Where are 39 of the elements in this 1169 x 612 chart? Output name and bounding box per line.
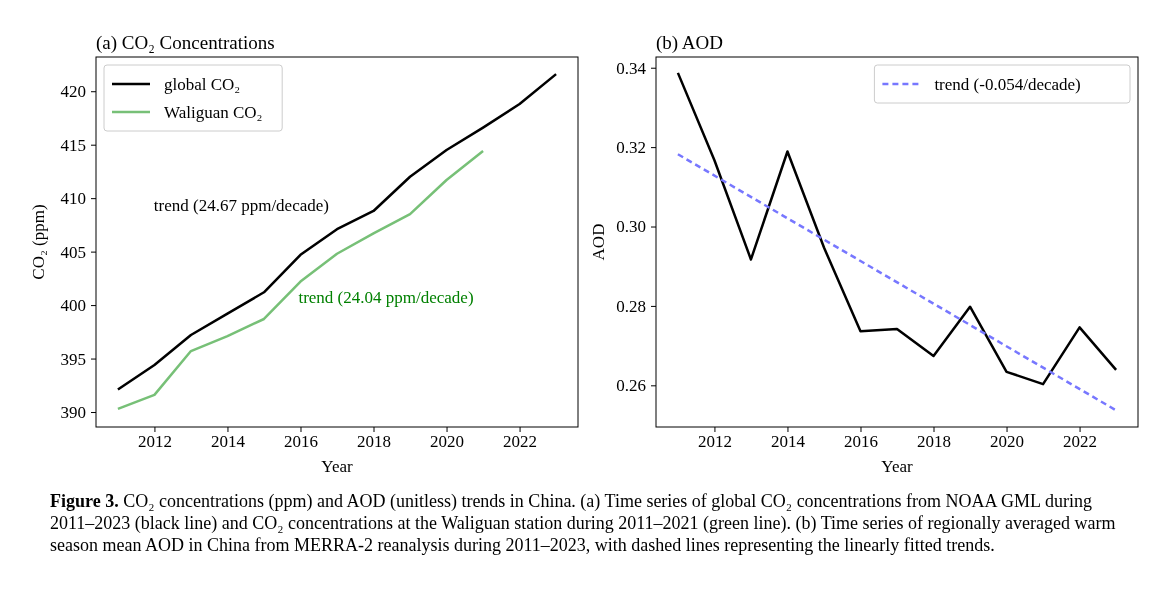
line-series: [116, 149, 485, 411]
y-tick-label: 0.26: [616, 376, 646, 396]
y-tick-label: 405: [60, 242, 86, 262]
y-tick-label: 0.32: [616, 138, 646, 158]
x-tick-label: 2022: [1063, 432, 1098, 452]
y-tick-label: 0.28: [616, 296, 646, 316]
x-tick-label: 2018: [917, 432, 952, 452]
line-series: [676, 71, 1118, 386]
y-tick-label: 0.34: [616, 58, 647, 78]
x-tick-label: 2020: [990, 432, 1025, 452]
y-axis-title: AOD: [589, 223, 608, 261]
x-axis-title: Year: [881, 457, 913, 476]
y-tick-label: 395: [60, 349, 86, 369]
y-axis-title: CO₂ (ppm): [29, 204, 48, 280]
x-tick-label: 2012: [697, 432, 732, 452]
caption: Figure 3. CO₂ concentrations (ppm) and AOD (unitless) trends in China. (a) Time series of global CO₂ concentrations from NOAA GML during 2011–2023 (black line) and CO₂ concentrations at the Waliguan station during 2011–2021 (green line). (b) Time series of regionally averaged warm season mean AOD in China from MERRA-2 reanalysis during 2011–2023, with dashed lines representing the linearly fitted trends.: [50, 491, 1116, 555]
y-tick-label: 410: [60, 189, 86, 209]
x-tick-label: 2014: [770, 432, 806, 452]
x-tick-label: 2022: [503, 432, 538, 452]
annotation: trend (24.67 ppm/decade): [153, 195, 329, 215]
y-tick-label: 415: [60, 135, 86, 155]
x-tick-label: 2018: [357, 432, 392, 452]
x-axis-title: Year: [321, 457, 353, 476]
x-tick-label: 2014: [210, 432, 246, 452]
y-tick-label: 0.30: [616, 217, 646, 237]
legend-label: trend (-0.054/decade): [934, 74, 1081, 94]
line-series: [116, 72, 558, 391]
chart-title: (b) AOD: [656, 32, 724, 54]
y-tick-label: 400: [60, 296, 86, 316]
x-tick-label: 2012: [137, 432, 172, 452]
legend-label: Waliguan CO₂: [164, 102, 263, 122]
x-tick-label: 2016: [843, 432, 878, 452]
y-tick-label: 390: [60, 402, 86, 422]
legend-label: global CO₂: [164, 74, 241, 94]
annotation: trend (24.04 ppm/decade): [298, 288, 474, 308]
chart-title: (a) CO₂ Concentrations: [96, 32, 275, 54]
x-tick-label: 2016: [283, 432, 318, 452]
y-tick-label: 420: [60, 82, 86, 102]
x-tick-label: 2020: [430, 432, 465, 452]
